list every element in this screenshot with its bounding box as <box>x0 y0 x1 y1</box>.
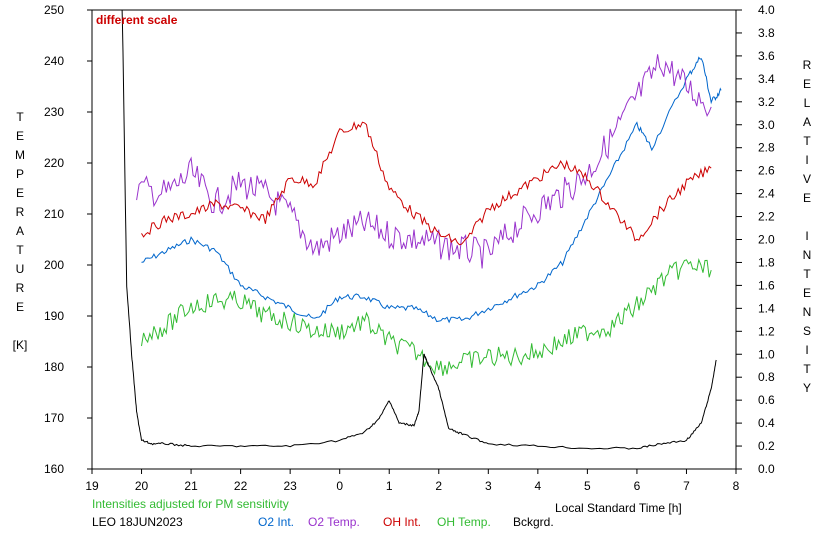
station-date: LEO 18JUN2023 <box>92 515 183 529</box>
x-tick-label: 22 <box>234 479 248 493</box>
y-right-tick-label: 0.4 <box>758 416 775 430</box>
axis-title-letter: T <box>16 243 24 257</box>
x-tick-label: 0 <box>336 479 343 493</box>
x-tick-label: 6 <box>634 479 641 493</box>
y-right-tick-label: 1.0 <box>758 347 775 361</box>
series-line-o2-temp <box>136 54 712 269</box>
tick-labels: 19 20 21 22 23 0 1 2 3 4 5 6 7 8160170180190200210220… <box>44 3 775 493</box>
y-left-tick-label: 220 <box>44 156 64 170</box>
y-left-tick-label: 200 <box>44 258 64 272</box>
y-left-tick-label: 160 <box>44 462 64 476</box>
y-right-tick-label: 1.6 <box>758 278 775 292</box>
axis-title-letter: E <box>802 286 811 300</box>
legend-entry: Bckgrd. <box>513 515 554 529</box>
axis-title-letter: M <box>15 148 25 162</box>
y-right-tick-label: 0.2 <box>758 439 775 453</box>
y-right-tick-label: 0.6 <box>758 393 775 407</box>
x-tick-label: 21 <box>184 479 198 493</box>
axis-title-letter: N <box>802 248 812 262</box>
x-tick-label: 4 <box>535 479 542 493</box>
y-right-tick-label: 3.8 <box>758 26 775 40</box>
axis-ticks <box>87 9 742 474</box>
axis-title-letter <box>10 317 30 336</box>
axis-title-letter: R <box>802 58 812 72</box>
axis-title-letter: S <box>802 324 811 338</box>
legend: O2 Int. O2 Temp. OH Int. OH Temp. Bckgrd. <box>258 515 554 529</box>
y-left-tick-label: 190 <box>44 309 64 323</box>
legend-entry: O2 Int. <box>258 515 294 529</box>
y-right-tick-label: 2.8 <box>758 141 775 155</box>
axis-title-letter: I <box>805 153 809 167</box>
axis-title-letter: R <box>15 205 25 219</box>
series-layer <box>121 9 722 450</box>
axis-title-letter: T <box>16 110 24 124</box>
pm-sensitivity-note: Intensities adjusted for PM sensitivity <box>92 497 289 511</box>
y-left-tick-label: 230 <box>44 105 64 119</box>
axis-title-letter: L <box>803 96 811 110</box>
y-right-tick-label: 2.0 <box>758 233 775 247</box>
y-left-tick-label: 170 <box>44 411 64 425</box>
y-right-tick-label: 0.8 <box>758 370 775 384</box>
axis-title-letter <box>797 208 817 227</box>
y-right-tick-label: 3.6 <box>758 49 775 63</box>
axis-title-letter: A <box>15 224 24 238</box>
y-right-tick-label: 2.6 <box>758 164 775 178</box>
y-right-tick-label: 4.0 <box>758 3 775 17</box>
axis-title-letter: N <box>802 305 812 319</box>
axis-title-letter: [K] <box>12 338 28 352</box>
series-line-oh-temp <box>141 258 712 376</box>
y-right-tick-label: 3.0 <box>758 118 775 132</box>
axis-title-letter: R <box>15 281 25 295</box>
axis-title-letter: T <box>803 134 811 148</box>
axis-title-letter: E <box>15 300 24 314</box>
axis-title-letter: E <box>15 186 24 200</box>
axis-title-letter: P <box>15 167 24 181</box>
y-left-tick-label: 210 <box>44 207 64 221</box>
axis-title-letter: Y <box>802 381 811 395</box>
y-right-tick-label: 3.4 <box>758 72 775 86</box>
y-right-tick-label: 2.4 <box>758 187 775 201</box>
axis-title-letter: A <box>802 115 811 129</box>
y-right-tick-label: 0.0 <box>758 462 775 476</box>
axis-title-letter: I <box>805 343 809 357</box>
x-tick-label: 20 <box>135 479 149 493</box>
axis-title-letter: E <box>15 129 24 143</box>
x-tick-label: 8 <box>733 479 740 493</box>
axis-title-letter: V <box>802 172 811 186</box>
axis-title-letter: E <box>802 191 811 205</box>
axis-title-letter: U <box>15 262 25 276</box>
y-right-tick-label: 1.4 <box>758 301 775 315</box>
series-line-o2-int <box>141 56 722 324</box>
x-tick-label: 5 <box>584 479 591 493</box>
x-tick-label: 3 <box>485 479 492 493</box>
axis-title-letter: T <box>803 362 811 376</box>
axis-title-letter: T <box>803 267 811 281</box>
x-tick-label: 19 <box>85 479 99 493</box>
legend-entry: OH Temp. <box>437 515 491 529</box>
y-right-tick-label: 1.2 <box>758 324 775 338</box>
axis-title-letter: E <box>802 77 811 91</box>
axis-title-letter: I <box>805 229 809 243</box>
y-left-tick-label: 240 <box>44 54 64 68</box>
y-left-tick-label: 180 <box>44 360 64 374</box>
y-left-tick-label: 250 <box>44 3 64 17</box>
y-right-tick-label: 3.2 <box>758 95 775 109</box>
y-right-tick-label: 2.2 <box>758 210 775 224</box>
x-tick-label: 2 <box>435 479 442 493</box>
legend-entry: OH Int. <box>383 515 421 529</box>
y-right-tick-label: 1.8 <box>758 255 775 269</box>
x-tick-label: 1 <box>386 479 393 493</box>
series-line-oh-int <box>141 121 712 246</box>
x-axis-label: Local Standard Time [h] <box>555 501 682 515</box>
x-tick-label: 23 <box>283 479 297 493</box>
legend-entry: O2 Temp. <box>308 515 360 529</box>
series-line-bckgrd <box>121 9 717 450</box>
x-tick-label: 7 <box>683 479 690 493</box>
different-scale-annotation: different scale <box>96 13 178 27</box>
